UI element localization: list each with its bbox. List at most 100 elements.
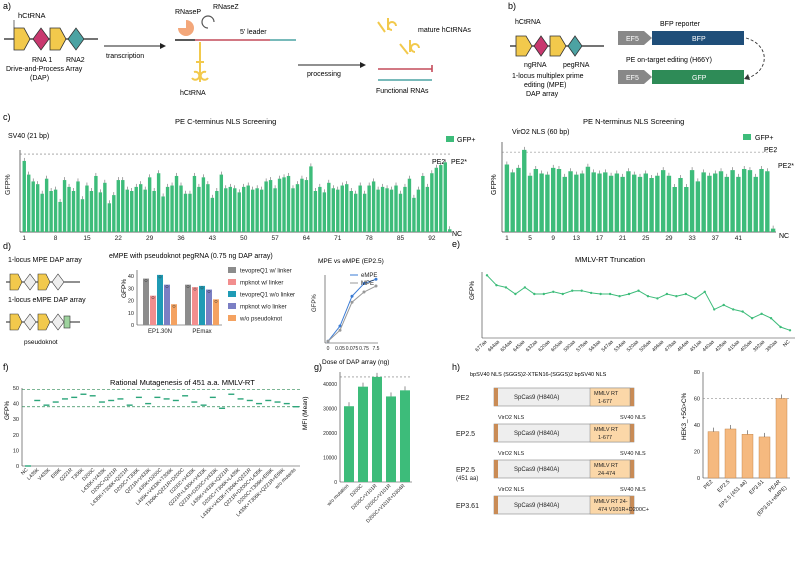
legend-label: w/o pseudoknot	[239, 317, 282, 323]
bar	[164, 284, 170, 325]
construct-name-sub: (451 aa)	[456, 476, 478, 482]
bar	[156, 173, 161, 232]
e-title: MMLV-RT Truncation	[575, 255, 645, 264]
x-tick-label: 13	[573, 235, 581, 242]
bar	[192, 287, 198, 325]
x-tick-label: 0.075	[346, 346, 359, 352]
bar	[213, 299, 219, 325]
ef5-bottom-label: EF5	[626, 75, 639, 82]
x-tick-label: 5	[528, 235, 532, 242]
c-right-nc-label: NC	[779, 233, 789, 240]
bar	[539, 173, 544, 232]
bar	[157, 274, 163, 325]
bar	[421, 175, 425, 232]
nls-left-label: VirO2 NLS	[498, 451, 525, 457]
bar	[179, 185, 183, 232]
data-point	[523, 286, 527, 289]
bar	[206, 289, 212, 325]
panel-f-letter: f)	[3, 362, 9, 372]
bar	[416, 189, 421, 232]
x-tick-label: 578aa	[575, 339, 589, 353]
x-tick-label: 64	[303, 235, 311, 242]
data-point	[552, 290, 555, 293]
y-tick-label: 10	[128, 311, 134, 317]
x-tick-label: 1	[22, 235, 26, 242]
bar	[394, 185, 398, 232]
bar	[53, 189, 58, 232]
d-legend: tevopreQ1 w/ linker mpknot w/ linker tevop…	[228, 267, 295, 323]
bar	[701, 172, 706, 232]
nls-block	[494, 460, 498, 478]
panel-d-letter: d)	[3, 241, 11, 251]
bar	[770, 228, 776, 232]
bar	[585, 166, 591, 232]
bar	[112, 195, 116, 232]
bar	[591, 172, 596, 232]
bar	[286, 175, 291, 232]
bar	[183, 193, 188, 232]
x-tick-label: w/o mutation	[326, 483, 350, 507]
data-point	[362, 282, 366, 285]
cas9-label: SpCas9 (H840A)	[514, 431, 559, 437]
bar	[147, 177, 152, 232]
nls-block	[630, 424, 634, 442]
data-point	[675, 295, 678, 298]
x-tick-label: 451aa	[689, 339, 703, 353]
c-left-legend-label: GFP+	[457, 137, 475, 144]
viro2-label: VirO2 NLS (60 bp)	[512, 129, 569, 136]
data-point	[158, 275, 162, 279]
pe-editing-label: PE on-target editing (H66Y)	[626, 57, 712, 64]
x-tick-label: 664aa	[487, 339, 501, 353]
rnasez-icon	[201, 15, 215, 29]
panel-f: f) Rational Mutagenesis of 451 a.a. MMLV…	[3, 362, 300, 520]
data-point	[713, 308, 716, 311]
legend-label: MPE	[361, 281, 374, 287]
y-tick-label: 40000	[323, 382, 337, 388]
panel-c: c) PE C-terminus NLS Screening PE N-term…	[3, 112, 794, 242]
h-constructs: PE2 SpCas9 (H840A) MMLV RT 1-677 EP2.5 VirO2 …	[456, 387, 649, 515]
bar	[400, 390, 410, 482]
bar	[678, 178, 683, 232]
bar	[718, 171, 724, 232]
data-point	[151, 296, 155, 300]
bar	[58, 201, 62, 232]
x-tick-label: 620aa	[537, 339, 551, 353]
data-point	[350, 294, 354, 298]
bar	[758, 436, 771, 479]
data-point	[172, 304, 176, 308]
bar	[331, 188, 336, 232]
data-point	[580, 289, 583, 292]
bar	[448, 229, 452, 232]
data-point	[684, 292, 688, 296]
y-tick-label: 30	[128, 286, 134, 292]
data-point	[326, 339, 330, 343]
f-ylabel: GFP%	[4, 401, 11, 420]
x-tick-label: 590aa	[563, 339, 577, 353]
bar	[775, 398, 788, 479]
data-point	[731, 308, 735, 311]
nls-block	[494, 424, 498, 442]
x-tick-label: 496aa	[651, 339, 665, 353]
edit-arrow-icon	[744, 74, 750, 80]
bar	[736, 176, 741, 232]
bar	[672, 187, 677, 232]
bar	[340, 185, 344, 232]
bar	[255, 188, 259, 232]
ef5-promoter-bottom	[618, 70, 652, 84]
data-point	[571, 289, 574, 292]
bar	[562, 176, 567, 232]
bar	[689, 170, 695, 232]
ef5-promoter-top	[618, 31, 652, 45]
h-ylabel: HEK3_+5G>C%	[681, 392, 688, 440]
bar	[759, 169, 764, 232]
panel-c-letter: c)	[3, 112, 11, 122]
bar	[516, 167, 521, 232]
data-point	[741, 310, 744, 313]
mpe-line2: editing (MPE)	[524, 82, 566, 89]
legend-label: tevopreQ1 w/ linker	[240, 269, 292, 275]
bar	[707, 431, 720, 479]
x-tick-label: 36	[177, 235, 185, 242]
bar	[138, 184, 143, 232]
d-line-ylabel: GFP%	[312, 294, 318, 312]
